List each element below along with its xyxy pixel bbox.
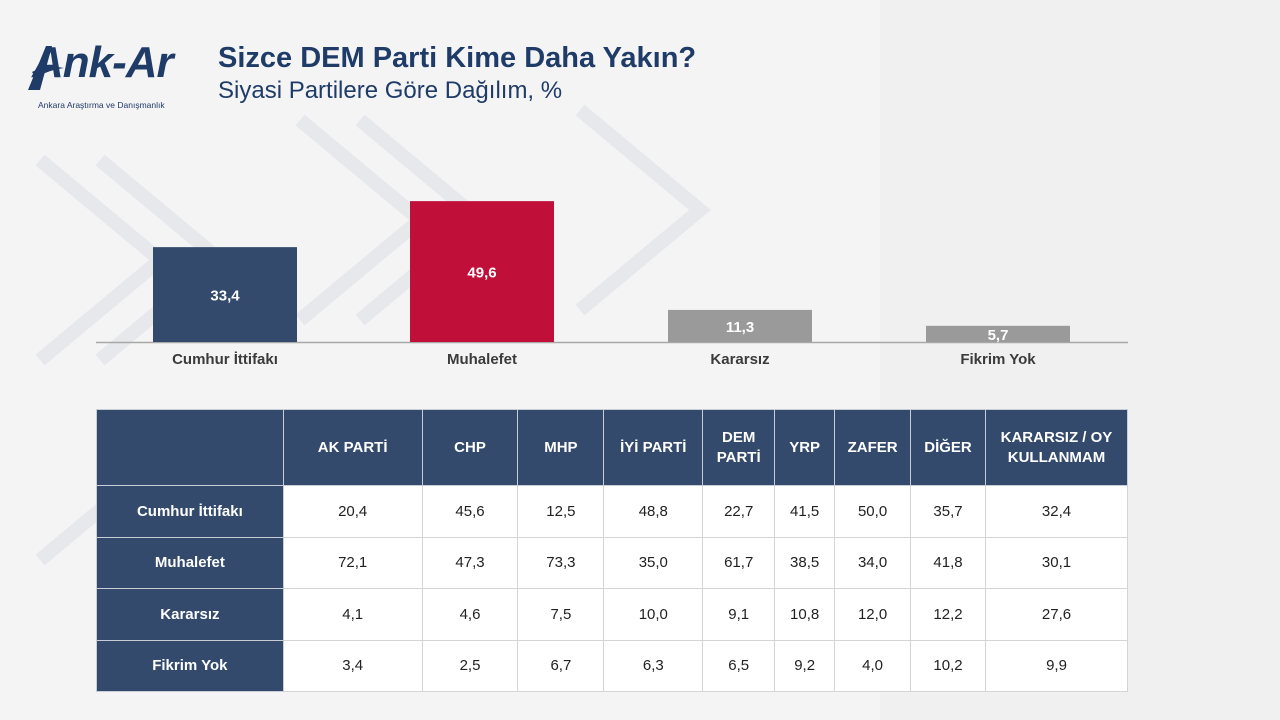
table-cell: 12,5 [517,485,605,538]
table-row: Muhalefet 72,1 47,3 73,3 35,0 61,7 38,5 34,0 41,… [96,536,1129,589]
column-header: KARARSIZ / OY KULLANMAM [984,409,1129,486]
row-header: Fikrim Yok [96,639,284,692]
category-label: Fikrim Yok [960,351,1036,368]
column-header: MHP [517,409,605,486]
table-row: Cumhur İttifakı 20,4 45,6 12,5 48,8 22,7 41,5 5… [96,485,1129,538]
row-header: Muhalefet [96,536,284,589]
table-cell: 35,0 [603,536,704,589]
table-cell: 3,4 [282,639,423,692]
table-cell: 34,0 [834,536,912,589]
column-header: AK PARTİ [282,409,423,486]
bar [926,325,1070,342]
bar [153,247,297,342]
table-cell: 12,0 [834,588,912,641]
table-corner-cell [96,409,284,486]
table-cell: 50,0 [834,485,912,538]
column-header: CHP [421,409,519,486]
table-cell: 9,9 [984,639,1129,692]
column-header: İYİ PARTİ [603,409,704,486]
table-cell: 10,0 [603,588,704,641]
column-header: DEM PARTİ [702,409,776,486]
table-cell: 12,2 [910,588,986,641]
table-cell: 4,6 [421,588,519,641]
table-cell: 6,3 [603,639,704,692]
table-cell: 7,5 [517,588,605,641]
page-title: Sizce DEM Parti Kime Daha Yakın? [218,42,697,74]
category-label: Cumhur İttifakı [172,351,278,368]
logo-text: Ank-Ar [32,38,174,87]
column-header: DİĞER [910,409,986,486]
table-row: Fikrim Yok 3,4 2,5 6,7 6,3 6,5 9,2 4,0 10,2 9,9 [96,639,1129,692]
table-cell: 32,4 [984,485,1129,538]
table-cell: 41,8 [910,536,986,589]
table-row: Kararsız 4,1 4,6 7,5 10,0 9,1 10,8 12,0 12,2 27,6 [96,588,1129,641]
table-cell: 20,4 [282,485,423,538]
table-cell: 22,7 [702,485,776,538]
table-cell: 48,8 [603,485,704,538]
table-cell: 9,1 [702,588,776,641]
logo-swoosh-icon [28,46,64,90]
table-header-row: AK PARTİ CHP MHP İYİ PARTİ DEM PARTİ YRP… [96,409,1129,486]
table-cell: 9,2 [774,639,836,692]
ankar-logo: Ank-Ar Ankara Araştırma ve Danışmanlık [26,38,206,114]
category-label: Muhalefet [447,351,517,368]
bar [410,201,554,342]
row-header: Kararsız [96,588,284,641]
bar-value-label: 11,3 [726,319,754,336]
bar-value-label: 33,4 [210,288,240,305]
bar-value-label: 49,6 [467,265,496,282]
table-cell: 4,0 [834,639,912,692]
table-cell: 10,2 [910,639,986,692]
table-cell: 2,5 [421,639,519,692]
table-cell: 4,1 [282,588,423,641]
table-cell: 41,5 [774,485,836,538]
bar [668,309,812,342]
table-body: Cumhur İttifakı 20,4 45,6 12,5 48,8 22,7 41,5 5… [96,485,1129,692]
table-cell: 35,7 [910,485,986,538]
column-header: ZAFER [834,409,912,486]
bar-chart: 33,4 Cumhur İttifakı 49,6 Muhalefet 11,3 Kara… [96,201,1128,368]
table-cell: 61,7 [702,536,776,589]
column-header: YRP [774,409,836,486]
bar-value-label: 5,7 [988,327,1009,344]
table-cell: 73,3 [517,536,605,589]
category-label: Kararsız [710,351,769,368]
table-cell: 30,1 [984,536,1129,589]
table-cell: 10,8 [774,588,836,641]
crosstab-table: AK PARTİ CHP MHP İYİ PARTİ DEM PARTİ YRP… [96,409,1129,692]
table-cell: 45,6 [421,485,519,538]
table-cell: 6,5 [702,639,776,692]
table-cell: 38,5 [774,536,836,589]
page-subtitle: Siyasi Partilere Göre Dağılım, % [218,77,563,104]
table-cell: 27,6 [984,588,1129,641]
row-header: Cumhur İttifakı [96,485,284,538]
table-cell: 47,3 [421,536,519,589]
table-cell: 6,7 [517,639,605,692]
table-cell: 72,1 [282,536,423,589]
logo-subtitle: Ankara Araştırma ve Danışmanlık [38,100,165,110]
